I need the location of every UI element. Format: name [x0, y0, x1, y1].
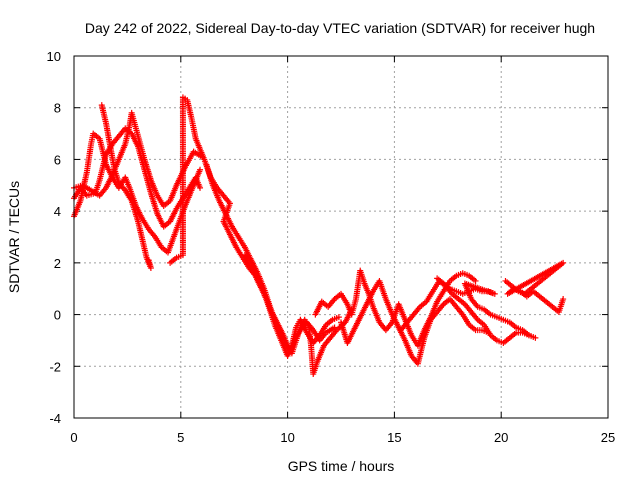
series-track-6: [203, 162, 337, 354]
data-points: [71, 94, 566, 377]
x-tick-label: 10: [280, 430, 294, 445]
sdtvar-chart: Day 242 of 2022, Sidereal Day-to-day VTE…: [0, 0, 640, 480]
y-tick-label: 8: [54, 101, 61, 116]
ticks: 0 5 10 15 20 25 -4 -2 0 2 4 6 8 10: [47, 49, 616, 445]
x-tick-label: 25: [601, 430, 615, 445]
series-track-11: [434, 275, 532, 338]
y-tick-label: -4: [49, 411, 61, 426]
y-tick-label: 6: [54, 152, 61, 167]
chart-title: Day 242 of 2022, Sidereal Day-to-day VTE…: [85, 20, 595, 36]
y-axis-label: SDTVAR / TECUs: [6, 181, 22, 293]
series-track-8: [312, 268, 478, 349]
series-track-12: [502, 260, 566, 315]
x-tick-label: 20: [494, 430, 508, 445]
y-tick-label: 2: [54, 256, 61, 271]
series-track-5: [167, 94, 342, 359]
y-tick-label: -2: [49, 359, 61, 374]
x-tick-label: 5: [177, 430, 184, 445]
y-tick-label: 4: [54, 204, 61, 219]
x-tick-label: 0: [70, 430, 77, 445]
y-tick-label: 10: [47, 49, 61, 64]
x-axis-label: GPS time / hours: [288, 458, 395, 474]
x-tick-label: 15: [387, 430, 401, 445]
y-tick-label: 0: [54, 308, 61, 323]
series-track-7: [242, 252, 355, 377]
